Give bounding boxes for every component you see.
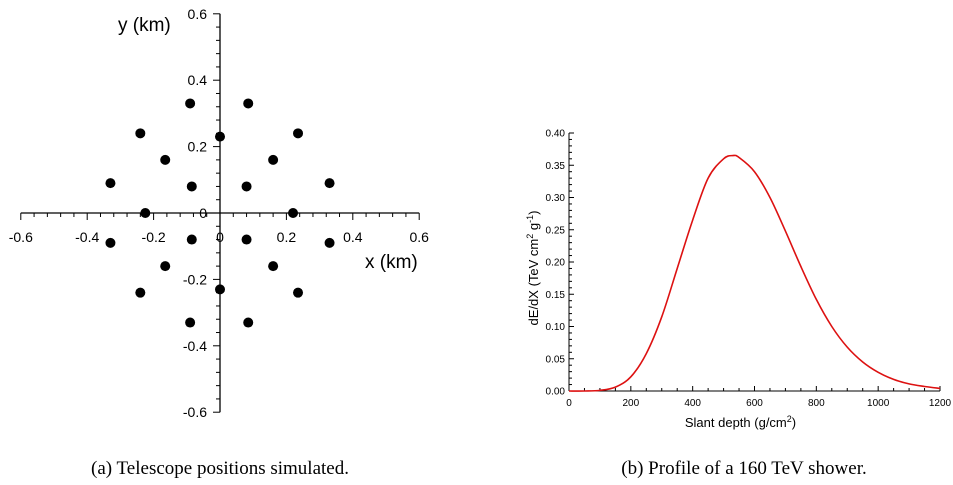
x-tick-label: 0.4 bbox=[343, 229, 363, 245]
y-tick-label: 0.35 bbox=[546, 161, 566, 172]
x-tick-label: 0.6 bbox=[409, 229, 429, 245]
x-tick-label: 200 bbox=[622, 398, 639, 409]
x-tick-label: -0.6 bbox=[9, 229, 33, 245]
telescope-point bbox=[241, 234, 252, 245]
telescope-point bbox=[135, 128, 146, 139]
telescope-point bbox=[243, 317, 254, 328]
telescope-point bbox=[215, 131, 225, 142]
telescope-point bbox=[241, 181, 252, 192]
y-tick-label: 0.10 bbox=[546, 322, 566, 333]
x-tick-label: 0.2 bbox=[277, 229, 297, 245]
data-points bbox=[105, 98, 335, 328]
telescope-point bbox=[140, 208, 151, 218]
y-tick-label: 0 bbox=[199, 205, 207, 221]
tick-labels: -0.6 -0.4 -0.2 0 0.2 0.4 0.6 0.6 0.4 0.2 0 -0.2 -0.4… bbox=[9, 6, 429, 420]
x-tick-label: -0.2 bbox=[142, 229, 166, 245]
y-tick-label: 0.4 bbox=[188, 72, 208, 88]
x-tick-label: 600 bbox=[746, 398, 763, 409]
telescope-point bbox=[288, 208, 299, 218]
line-panel: 0 200 400 600 800 1000 1200 0.00 0.05 0.10 0.15 0.2… bbox=[525, 129, 952, 480]
y-tick-label: 0.00 bbox=[546, 387, 566, 398]
y-tick-label: 0.40 bbox=[546, 129, 566, 140]
telescope-point bbox=[324, 178, 335, 189]
telescope-point bbox=[135, 287, 146, 298]
y-tick-label: 0.2 bbox=[188, 139, 208, 155]
telescope-point bbox=[160, 154, 171, 165]
x-axis-label: x (km) bbox=[365, 252, 418, 273]
x-tick-label: 0 bbox=[566, 398, 572, 409]
y-tick-label: 0.20 bbox=[546, 258, 566, 269]
telescope-point bbox=[215, 284, 225, 295]
x-tick-label: 0 bbox=[216, 229, 224, 245]
telescope-point bbox=[293, 128, 304, 139]
scatter-panel: -0.6 -0.4 -0.2 0 0.2 0.4 0.6 0.6 0.4 0.2 0 -0.2 -0.4… bbox=[9, 6, 429, 479]
tick-labels: 0 200 400 600 800 1000 1200 0.00 0.05 0.10 0.15 0.2… bbox=[546, 129, 952, 410]
telescope-point bbox=[186, 181, 197, 192]
y-tick-label: -0.4 bbox=[183, 338, 207, 354]
x-tick-label: 1000 bbox=[867, 398, 890, 409]
telescope-point bbox=[293, 287, 304, 298]
telescope-point bbox=[268, 154, 279, 165]
y-axis-label: dE/dX (TeV cm2 g-1) bbox=[525, 211, 541, 326]
telescope-point bbox=[160, 261, 171, 272]
x-tick-label: 400 bbox=[684, 398, 701, 409]
telescope-point bbox=[105, 237, 116, 248]
x-tick-label: 800 bbox=[808, 398, 825, 409]
y-tick-label: 0.30 bbox=[546, 193, 566, 204]
y-tick-label: 0.15 bbox=[546, 290, 566, 301]
x-tick-label: -0.4 bbox=[75, 229, 99, 245]
telescope-point bbox=[185, 98, 196, 109]
x-tick-label: 1200 bbox=[929, 398, 952, 409]
y-tick-label: 0.25 bbox=[546, 225, 566, 236]
telescope-point bbox=[268, 261, 279, 272]
telescope-point bbox=[186, 234, 197, 245]
x-axis-label: Slant depth (g/cm2) bbox=[685, 414, 796, 430]
telescope-point bbox=[185, 317, 196, 328]
y-axis-label: y (km) bbox=[118, 15, 171, 36]
y-tick-label: -0.2 bbox=[183, 271, 207, 287]
caption-b: (b) Profile of a 160 TeV shower. bbox=[621, 458, 866, 479]
y-tick-label: 0.05 bbox=[546, 354, 566, 365]
y-tick-label: 0.6 bbox=[188, 6, 208, 22]
telescope-point bbox=[243, 98, 254, 109]
caption-a: (a) Telescope positions simulated. bbox=[91, 458, 349, 479]
y-tick-label: -0.6 bbox=[183, 404, 207, 420]
axis-ticks bbox=[20, 13, 420, 413]
profile-line bbox=[568, 154, 941, 392]
telescope-point bbox=[324, 237, 335, 248]
axis-ticks bbox=[568, 132, 941, 392]
telescope-point bbox=[105, 178, 116, 189]
